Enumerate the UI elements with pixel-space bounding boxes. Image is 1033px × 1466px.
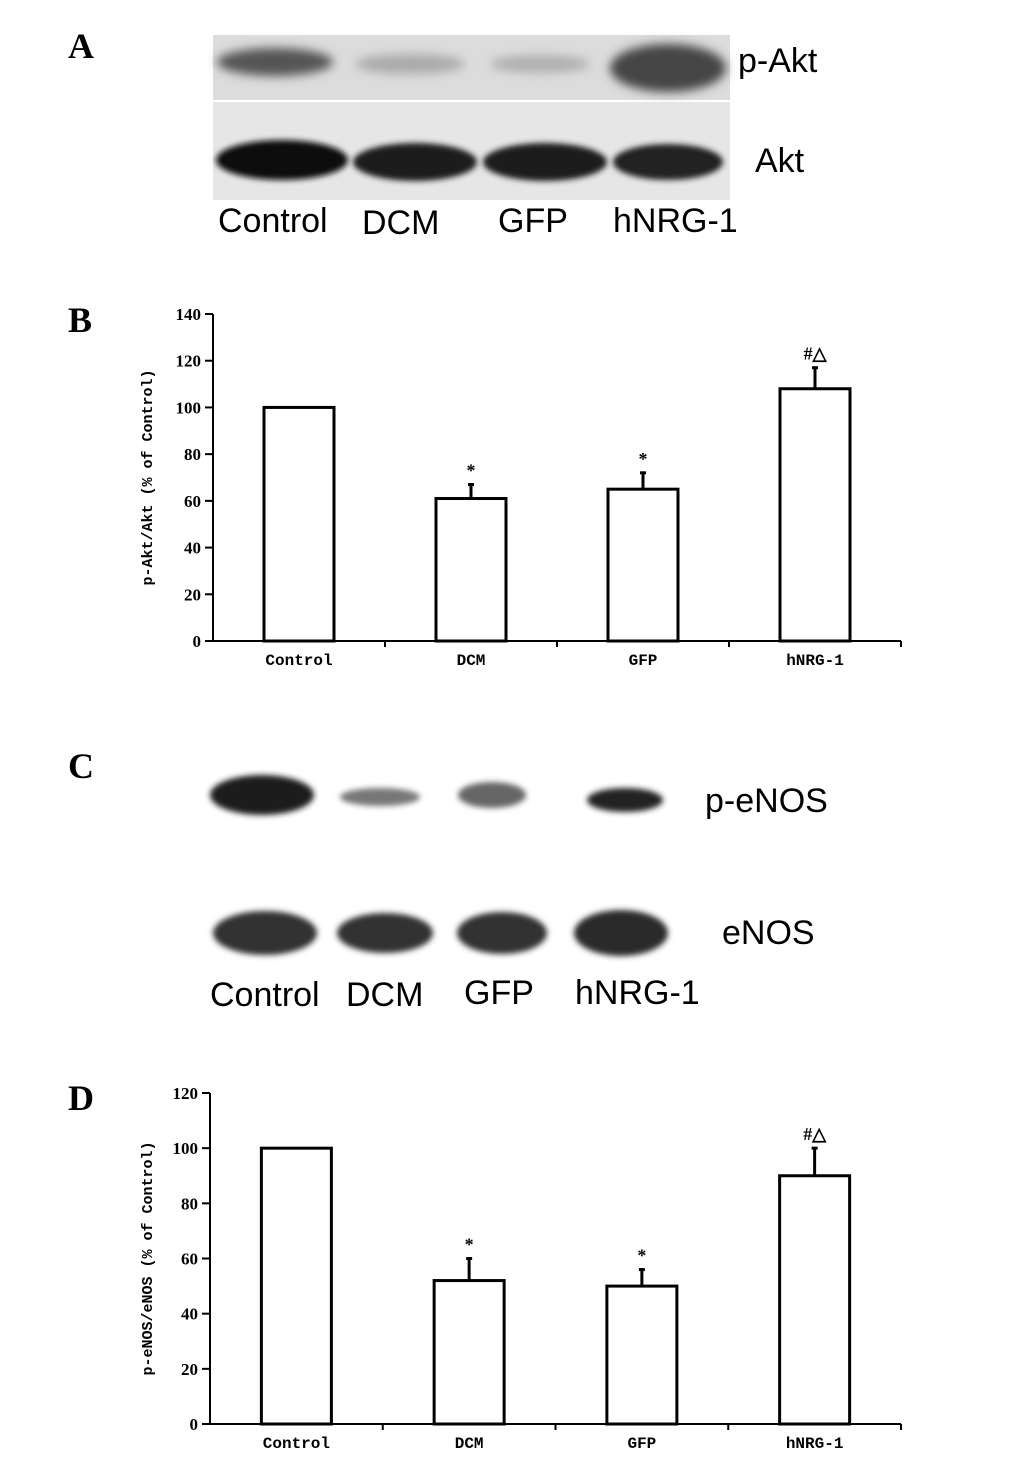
annotation: * [467,461,476,481]
bar [432,1279,506,1426]
x-tick-label: GFP [627,1435,656,1453]
lane-label: hNRG-1 [575,974,700,1012]
y-tick-label: 20 [181,1360,198,1379]
x-tick-label: Control [263,1435,330,1453]
y-tick-label: 120 [176,352,202,371]
lane-label: GFP [498,202,568,240]
bar [259,1146,333,1426]
lane-label: GFP [464,974,534,1012]
lane-label: Control [218,202,328,240]
x-tick-label: hNRG-1 [786,652,844,670]
panel-label: B [68,300,92,340]
y-axis-label: p-eNOS/eNOS (% of Control) [140,1141,157,1375]
bar [434,497,508,643]
blot-row-label: p-Akt [738,42,818,80]
blot-row-label: eNOS [722,914,815,952]
y-tick-label: 140 [176,305,202,324]
x-tick-label: DCM [457,652,486,670]
y-tick-label: 0 [193,632,202,651]
lane-label: DCM [346,976,423,1014]
blot-image [213,35,730,200]
y-tick-label: 80 [181,1194,198,1213]
y-tick-label: 80 [184,445,201,464]
annotation: * [637,1246,646,1266]
bar [778,1174,852,1426]
lane-label: DCM [362,204,439,242]
x-tick-label: Control [265,652,332,670]
x-tick-label: GFP [629,652,658,670]
lane-label: hNRG-1 [613,202,738,240]
y-tick-label: 100 [173,1139,199,1158]
annotation: * [465,1235,474,1255]
y-tick-label: 120 [173,1084,199,1103]
y-tick-label: 60 [184,492,201,511]
bar [605,1284,679,1426]
blot-row-label: p-eNOS [705,782,828,820]
y-tick-label: 100 [176,398,202,417]
y-tick-label: 40 [181,1305,198,1324]
y-tick-label: 20 [184,585,201,604]
y-tick-label: 40 [184,539,201,558]
lane-label: Control [210,976,320,1014]
bar [262,405,336,643]
x-tick-label: hNRG-1 [786,1435,844,1453]
panel-label: C [68,746,94,786]
x-tick-label: DCM [455,1435,484,1453]
panel-label: D [68,1078,94,1118]
bar [778,387,852,643]
annotation: #△ [803,1124,827,1144]
y-axis-label: p-Akt/Akt (% of Control) [140,369,157,585]
panel-label: A [68,26,94,66]
blot-image [210,775,668,956]
y-tick-label: 60 [181,1250,198,1269]
annotation: #△ [804,344,828,364]
y-tick-label: 0 [190,1415,199,1434]
annotation: * [639,449,648,469]
bar [606,487,680,643]
blot-row-label: Akt [755,142,805,180]
